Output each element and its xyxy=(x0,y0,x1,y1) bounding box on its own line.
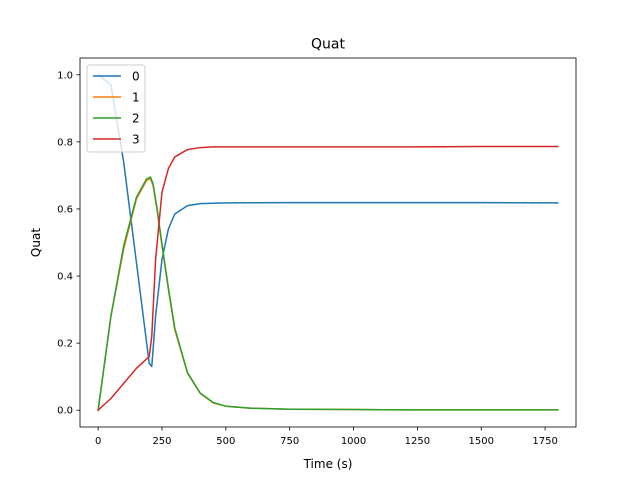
x-tick-label: 1000 xyxy=(341,436,366,447)
chart-title: Quat xyxy=(311,37,345,53)
x-axis-ticks: 0 250 500 750 1000 1250 1500 1750 xyxy=(95,427,558,447)
x-tick-label: 500 xyxy=(216,436,235,447)
x-tick-label: 1750 xyxy=(532,436,557,447)
x-tick-label: 750 xyxy=(280,436,299,447)
legend-label-0: 0 xyxy=(132,70,140,84)
plot-area xyxy=(80,58,576,427)
y-tick-label: 0.6 xyxy=(57,204,73,215)
series-line-2 xyxy=(97,176,559,412)
legend-label-3: 3 xyxy=(132,133,140,147)
plot-frame xyxy=(79,57,577,428)
series-lines xyxy=(97,73,559,412)
series-line-3 xyxy=(97,145,559,412)
legend: 0 1 2 3 xyxy=(86,64,146,153)
legend-label-1: 1 xyxy=(132,91,140,105)
y-tick-label: 0.8 xyxy=(57,137,73,148)
legend-box xyxy=(86,64,146,153)
x-tick-label: 0 xyxy=(95,436,101,447)
y-tick-label: 0.0 xyxy=(57,406,73,417)
y-axis-ticks: 0.0 0.2 0.4 0.6 0.8 1.0 xyxy=(57,70,80,417)
x-tick-label: 250 xyxy=(152,436,171,447)
legend-label-2: 2 xyxy=(132,112,140,126)
x-tick-label: 1250 xyxy=(405,436,430,447)
y-tick-label: 0.4 xyxy=(57,272,73,283)
x-axis-label: Time (s) xyxy=(303,457,353,471)
x-tick-label: 1500 xyxy=(469,436,494,447)
series-line-0 xyxy=(97,73,559,368)
y-tick-label: 1.0 xyxy=(57,70,73,81)
y-axis-label: Quat xyxy=(29,228,43,257)
y-tick-label: 0.2 xyxy=(57,339,73,350)
